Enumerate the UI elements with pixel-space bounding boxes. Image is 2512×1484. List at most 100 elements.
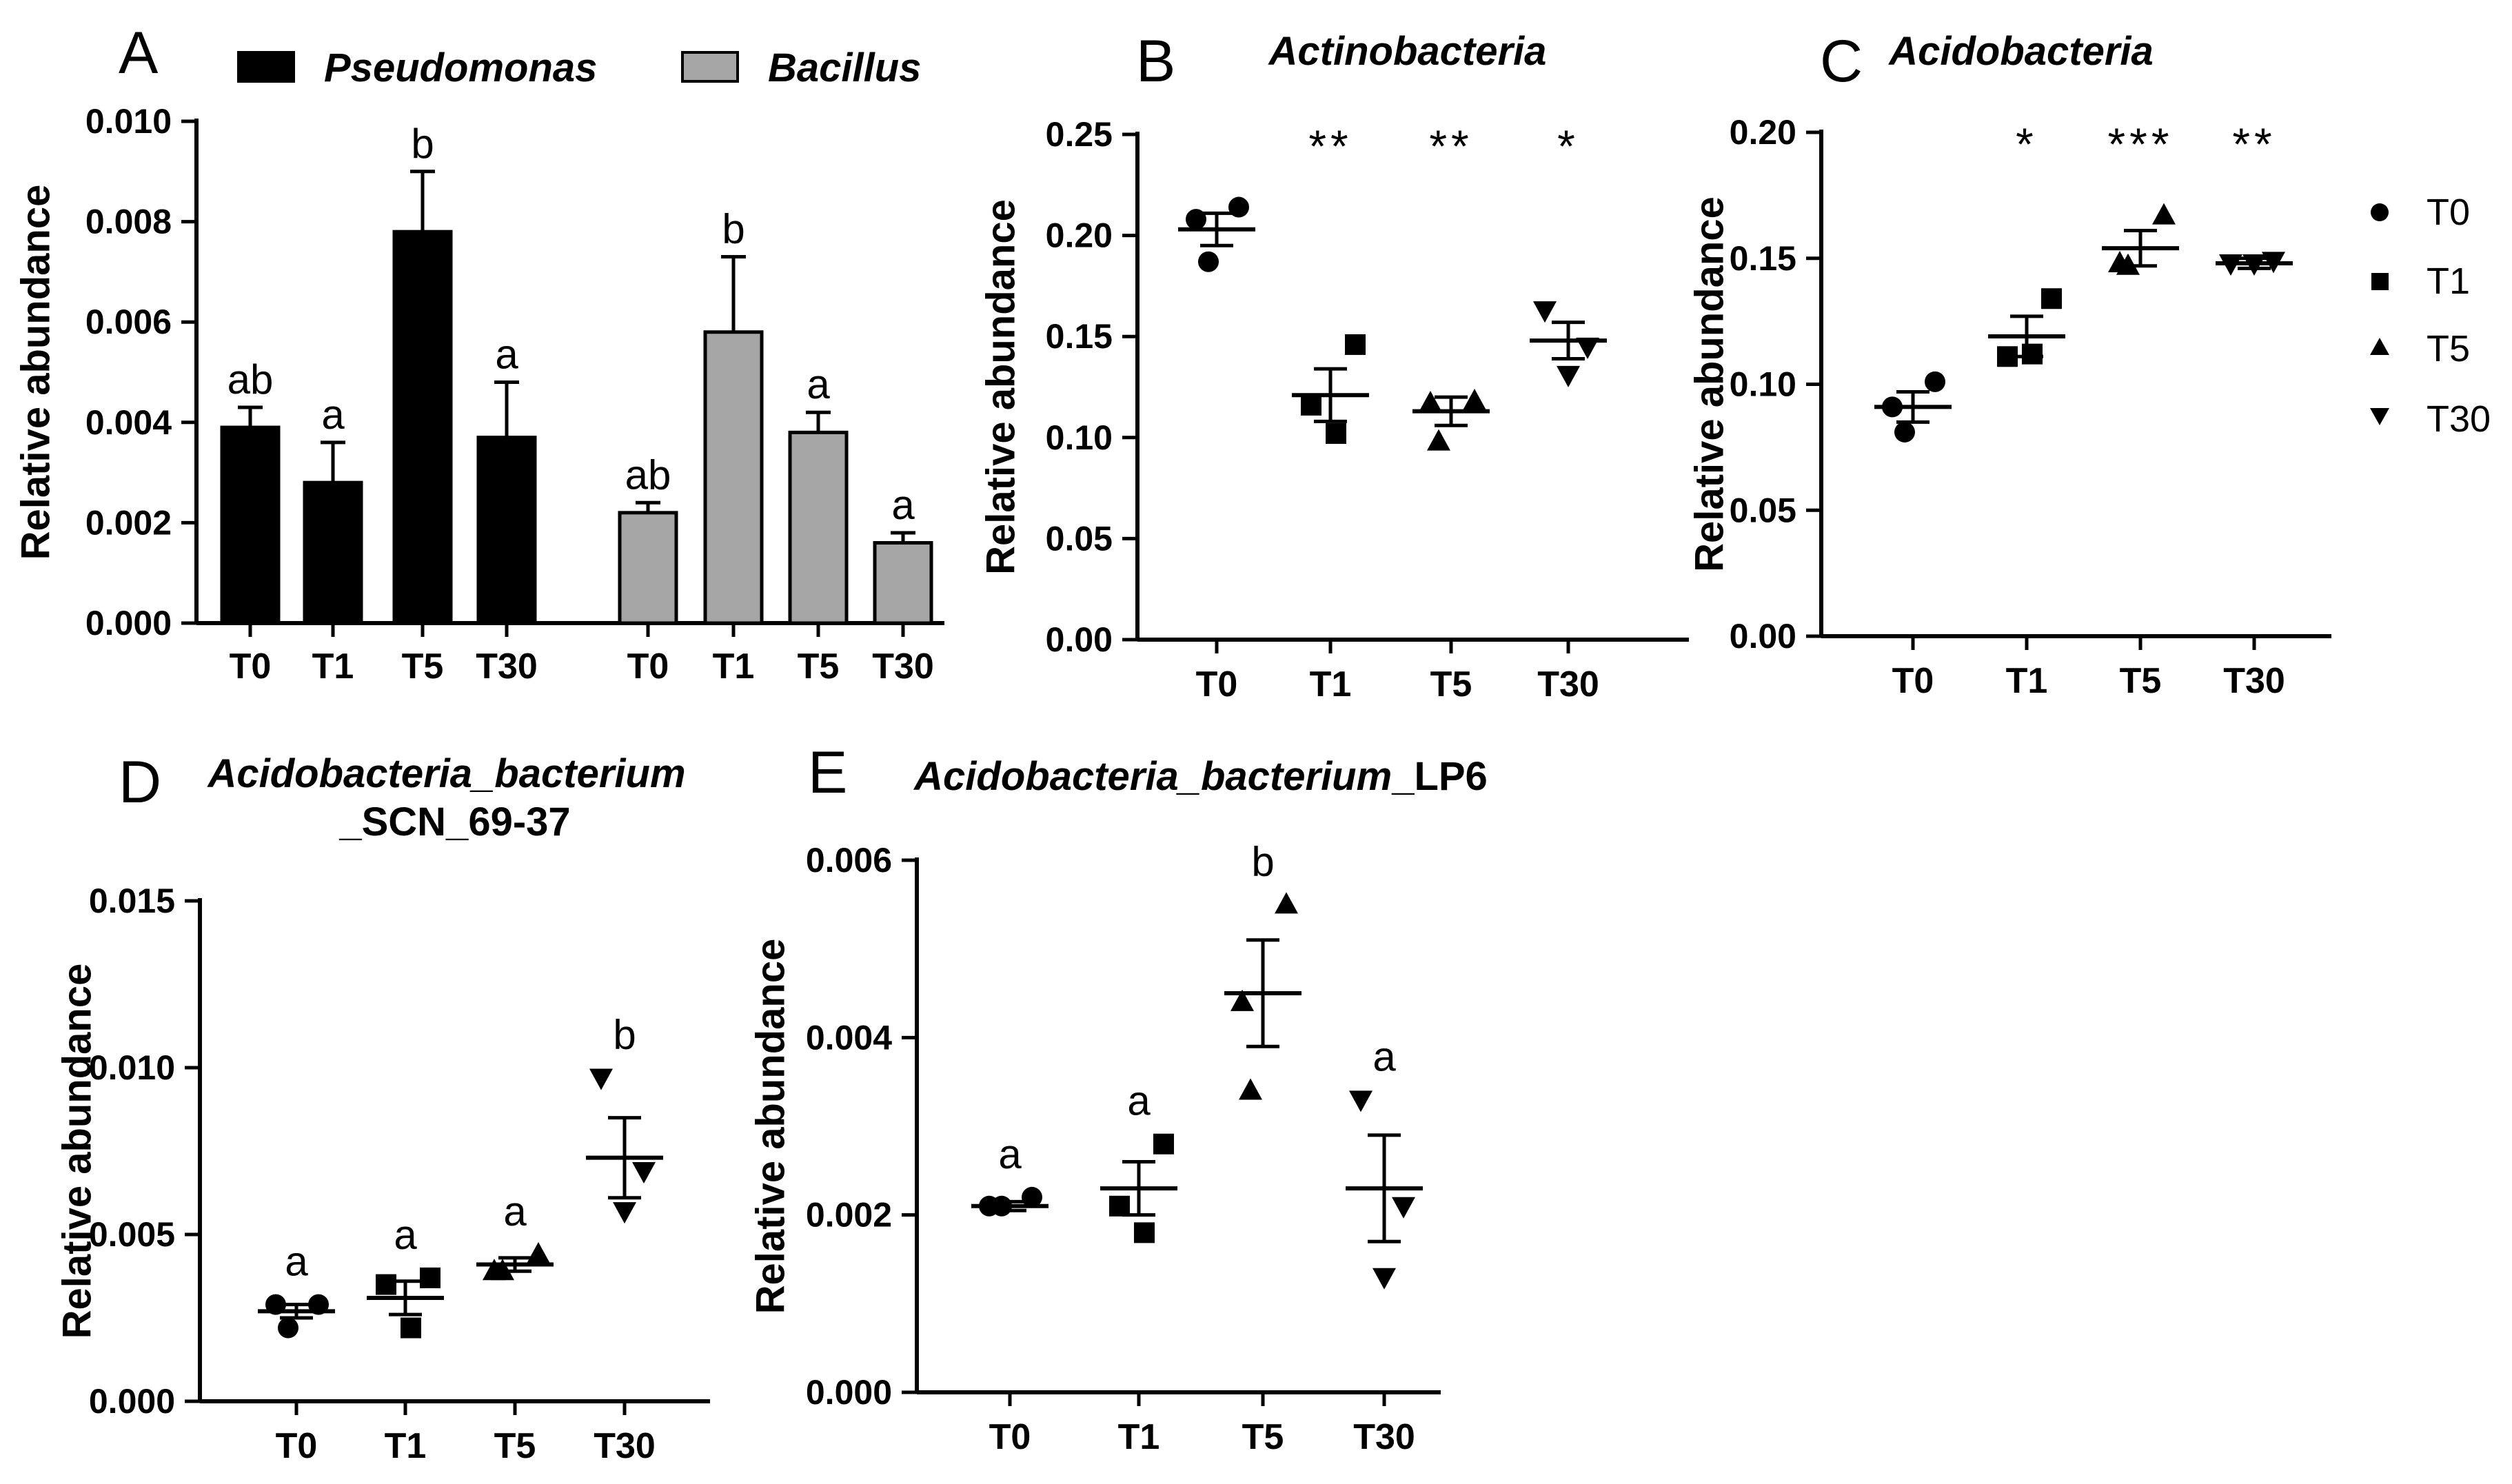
triangle-down-icon: [2370, 408, 2389, 425]
panel-b-x-tick-label: T5: [1430, 664, 1472, 704]
panel-d-y-axis-label: Relative abundance: [55, 964, 100, 1339]
panel-d-point-t1: [401, 1317, 421, 1339]
panel-c-y-tick-label: 0.00: [1730, 617, 1796, 655]
panel-d-annotation: a: [394, 1212, 417, 1258]
panel-b-annotation: **: [1429, 121, 1472, 172]
panel-b-annotation: *: [1557, 121, 1579, 172]
panel-d-point-t30: [613, 1202, 636, 1224]
panel-e-point-t30: [1392, 1197, 1415, 1219]
bar-pseudomonas-t30: [476, 436, 537, 625]
panel-e-x-tick-label: T5: [1242, 1417, 1284, 1457]
panel-letter-e: E: [808, 740, 847, 806]
panel-e-x-tick-label: T30: [1353, 1417, 1415, 1457]
panel-e-annotation: a: [998, 1131, 1022, 1177]
panel-b-point-t30: [1533, 301, 1557, 323]
significance-letter: a: [321, 392, 345, 438]
panel-e-point-t1: [1134, 1222, 1155, 1243]
panel-c-y-tick-label: 0.10: [1730, 365, 1796, 404]
panel-d-point-t30: [632, 1162, 656, 1184]
panel-e-annotation: b: [1251, 838, 1274, 884]
x-tick-label: T30: [476, 647, 538, 687]
bar-pseudomonas-t1: [303, 480, 363, 625]
panel-b-point-t0: [1228, 196, 1249, 218]
significance-letter: a: [495, 332, 518, 378]
panel-c-point-t0: [1894, 421, 1915, 443]
x-tick-label: T0: [627, 647, 669, 687]
panel-c-x-tick-label: T1: [2006, 661, 2048, 701]
panel-d-annotation: b: [613, 1012, 636, 1058]
panel-c-point-t5: [2116, 253, 2140, 275]
panel-e-point-t0: [991, 1195, 1012, 1217]
legend-swatch-pseudomonas: [237, 51, 295, 83]
significance-letter: b: [722, 206, 745, 252]
panel-d-point-t1: [376, 1274, 396, 1295]
panel-b-x-tick-label: T1: [1310, 664, 1352, 704]
panel-e-annotation: a: [1373, 1033, 1396, 1079]
panel-b-y-tick-label: 0.20: [1046, 216, 1113, 255]
panel-a-y-tick-label: 0.004: [85, 403, 172, 442]
panel-b-y-tick-label: 0.15: [1046, 317, 1113, 356]
panel-c-legend: T0 T1 T5 T30: [2370, 192, 2491, 440]
panel-e-title-italic: Acidobacteria_bacterium: [913, 754, 1392, 799]
panel-c-y-tick-label: 0.20: [1730, 113, 1796, 152]
panel-c-x-tick-label: T30: [2223, 661, 2285, 701]
x-tick-label: T0: [230, 647, 272, 687]
panel-d-x-tick-label: T1: [385, 1426, 427, 1466]
panel-c-title: Acidobacteria: [1887, 29, 2154, 74]
legend-label-pseudomonas: Pseudomonas: [324, 45, 597, 90]
panel-e-y-tick-label: 0.006: [806, 841, 892, 880]
panel-a-y-tick-label: 0.010: [85, 102, 172, 141]
panel-b-x-tick-label: T30: [1537, 664, 1599, 704]
panel-c-point-t30: [2262, 252, 2285, 274]
panel-c-annotation: **: [2232, 119, 2276, 170]
panel-d-point-t0: [265, 1294, 286, 1315]
panel-d-y-tick-label: 0.000: [89, 1382, 175, 1421]
panel-e-point-t1: [1109, 1195, 1130, 1217]
significance-letter: ab: [625, 451, 671, 498]
panel-letter-b: B: [1136, 28, 1175, 94]
x-tick-label: T5: [402, 647, 444, 687]
x-tick-label: T1: [312, 647, 354, 687]
panel-e-point-t1: [1153, 1133, 1174, 1155]
x-tick-label: T5: [798, 647, 840, 687]
panel-c-x-tick-label: T0: [1892, 661, 1934, 701]
panel-c-point-t30: [2219, 254, 2242, 276]
panel-a-y-tick-label: 0.000: [85, 604, 172, 642]
significance-letter: a: [807, 361, 830, 407]
panel-d-title-line2: _SCN_69-37: [338, 800, 570, 844]
panel-b-point-t30: [1557, 365, 1580, 387]
panel-d-point-t5: [491, 1259, 514, 1281]
bar-bacillus-t1: [703, 330, 764, 625]
panel-b-point-t0: [1198, 251, 1219, 272]
panel-b-x-tick-label: T0: [1196, 664, 1238, 704]
panel-b-point-t5: [1419, 390, 1442, 412]
significance-letter: b: [411, 121, 434, 167]
panel-a-legend: Pseudomonas Bacillus: [237, 45, 921, 90]
legend-label-t30: T30: [2427, 398, 2491, 440]
panel-e-y-tick-label: 0.000: [806, 1373, 892, 1412]
panel-b-point-t30: [1576, 337, 1599, 359]
panel-b-title: Actinobacteria: [1268, 29, 1547, 74]
panel-e-point-t5: [1230, 989, 1254, 1011]
panel-a-y-tick-label: 0.002: [85, 503, 172, 542]
panel-letter-d: D: [119, 749, 161, 815]
panel-c-point-t30: [2242, 254, 2266, 276]
panel-d-title-line1: Acidobacteria_bacterium: [206, 751, 685, 796]
panel-e-y-tick-label: 0.004: [806, 1018, 892, 1057]
panel-e-point-t5: [1275, 892, 1298, 914]
panel-b-point-t1: [1301, 394, 1321, 416]
panel-b-point-t1: [1345, 334, 1366, 355]
triangle-up-icon: [2370, 338, 2389, 355]
square-icon: [2371, 273, 2389, 290]
panel-b-y-axis-label: Relative abundance: [979, 199, 1024, 575]
panel-c-point-t1: [1997, 346, 2018, 367]
panel-e-x-tick-label: T1: [1118, 1417, 1160, 1457]
significance-letter: a: [891, 482, 915, 528]
panel-e-title-suffix: _LP6: [1391, 754, 1488, 799]
panel-b-annotation: **: [1308, 121, 1352, 172]
panel-e-point-t30: [1349, 1090, 1373, 1112]
significance-letter: ab: [227, 356, 274, 403]
panel-d-x-tick-label: T5: [494, 1426, 536, 1466]
